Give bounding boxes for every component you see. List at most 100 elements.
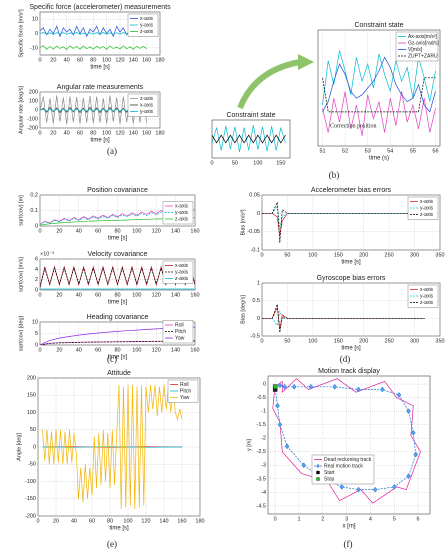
legend-label: Dead reckoning track bbox=[324, 457, 372, 463]
point-marker bbox=[332, 383, 338, 390]
x-tick-label: 0 bbox=[274, 516, 277, 522]
annotation: ×10⁻³ bbox=[40, 251, 54, 257]
x-tick-label: 1 bbox=[297, 516, 300, 522]
x-tick-label: 100 bbox=[308, 252, 317, 258]
x-tick-label: 0 bbox=[38, 347, 41, 353]
point-marker bbox=[272, 384, 278, 390]
legend-label: Start bbox=[324, 470, 335, 476]
legend-label: z-axis bbox=[175, 216, 189, 222]
series-line bbox=[262, 205, 425, 229]
legend-label: x-axis bbox=[140, 102, 154, 108]
x-tick-label: 150 bbox=[276, 160, 285, 166]
x-tick-label: 40 bbox=[64, 57, 70, 63]
y-tick-label: 10 bbox=[32, 319, 38, 325]
panel-label: (a) bbox=[107, 146, 117, 156]
series-line bbox=[322, 77, 436, 113]
legend-box bbox=[407, 196, 439, 220]
chart-title: Accelerometer bias errors bbox=[311, 187, 392, 194]
point-marker bbox=[356, 486, 361, 493]
plot-lines bbox=[212, 125, 286, 152]
series-line bbox=[272, 378, 421, 504]
x-tick-label: 4 bbox=[369, 516, 372, 522]
series-line bbox=[322, 91, 436, 136]
x-tick-label: 80 bbox=[107, 518, 113, 524]
y-tick-label: 1 bbox=[257, 280, 260, 286]
x-axis-label: time [s] bbox=[90, 138, 110, 144]
x-tick-label: 100 bbox=[253, 160, 262, 166]
x-tick-label: 0 bbox=[36, 518, 39, 524]
annotation: Correction position bbox=[330, 123, 377, 129]
x-tick-label: 20 bbox=[50, 57, 56, 63]
y-axis-label: Angle [deg] bbox=[16, 433, 22, 461]
legend-label: x-axis bbox=[420, 199, 434, 205]
y-tick-label: 50 bbox=[30, 427, 36, 433]
legend-label: y-axis bbox=[175, 210, 189, 216]
point-marker bbox=[277, 421, 283, 428]
x-tick-label: 60 bbox=[77, 57, 83, 63]
x-axis-label: time [s] bbox=[90, 65, 110, 71]
point-marker bbox=[284, 443, 290, 450]
x-tick-label: 5 bbox=[393, 516, 396, 522]
series-line bbox=[42, 384, 183, 510]
panel-label: (c) bbox=[107, 354, 117, 364]
plot-lines bbox=[322, 50, 436, 136]
x-axis-label: time [s] bbox=[341, 260, 361, 266]
chart-title: Motion track display bbox=[318, 368, 380, 375]
x-tick-label: 120 bbox=[141, 518, 150, 524]
y-tick-label: -3.5 bbox=[257, 476, 266, 482]
y-tick-label: -4 bbox=[261, 490, 266, 496]
chart-title: Velocity covariance bbox=[88, 251, 148, 258]
legend-box bbox=[162, 260, 194, 284]
x-tick-label: 180 bbox=[155, 130, 164, 136]
x-tick-label: 140 bbox=[171, 228, 180, 234]
plot-lines bbox=[262, 304, 425, 333]
y-axis-label: Angular rate [deg/s] bbox=[18, 86, 24, 134]
x-tick-label: 350 bbox=[435, 252, 444, 258]
point-marker bbox=[396, 392, 402, 398]
x-tick-label: 60 bbox=[95, 292, 101, 298]
chart-title: Constraint state bbox=[354, 22, 403, 29]
y-tick-label: -1.5 bbox=[257, 422, 266, 428]
series-line bbox=[274, 385, 417, 490]
x-tick-label: 80 bbox=[114, 292, 120, 298]
point-marker bbox=[277, 382, 283, 389]
legend-box bbox=[407, 284, 439, 308]
x-axis-label: time [s] bbox=[108, 236, 128, 242]
x-tick-label: 180 bbox=[195, 518, 204, 524]
legend-box bbox=[167, 379, 199, 403]
y-tick-label: 0.2 bbox=[30, 192, 38, 198]
legend-marker bbox=[316, 470, 320, 475]
legend-label: Ax-axis[m/s²] bbox=[408, 34, 438, 40]
x-tick-label: 300 bbox=[410, 252, 419, 258]
legend-label: x-axis bbox=[420, 287, 434, 293]
x-tick-label: 0 bbox=[260, 252, 263, 258]
x-tick-label: 54 bbox=[387, 148, 393, 154]
x-axis-label: x [m] bbox=[343, 524, 356, 530]
legend-box bbox=[162, 201, 194, 225]
series-line bbox=[322, 56, 436, 113]
x-tick-label: 20 bbox=[53, 518, 59, 524]
point-marker bbox=[275, 402, 280, 409]
y-tick-label: 0 bbox=[257, 211, 260, 217]
x-tick-label: 250 bbox=[385, 252, 394, 258]
x-tick-label: 53 bbox=[365, 148, 371, 154]
x-tick-label: 40 bbox=[76, 228, 82, 234]
x-tick-label: 40 bbox=[76, 347, 82, 353]
x-axis-label: time [s] bbox=[108, 300, 128, 306]
x-tick-label: 51 bbox=[319, 148, 325, 154]
legend-label: Gz-axis[rad/s] bbox=[408, 40, 439, 46]
legend-label: Real motion track bbox=[324, 463, 363, 469]
legend-label: z-axis bbox=[175, 276, 189, 282]
y-tick-label: 200 bbox=[27, 375, 36, 381]
legend-box bbox=[127, 13, 159, 37]
x-tick-label: 150 bbox=[334, 252, 343, 258]
legend-label: Pitch bbox=[175, 329, 186, 335]
x-tick-label: 20 bbox=[56, 347, 62, 353]
chart-title: Angular rate measurements bbox=[57, 84, 144, 91]
y-tick-label: 0 bbox=[35, 107, 38, 113]
x-tick-label: 0 bbox=[38, 292, 41, 298]
y-tick-label: 2 bbox=[35, 277, 38, 283]
y-tick-label: -2.5 bbox=[257, 449, 266, 455]
legend-label: y-axis bbox=[420, 205, 434, 211]
x-tick-label: 55 bbox=[410, 148, 416, 154]
